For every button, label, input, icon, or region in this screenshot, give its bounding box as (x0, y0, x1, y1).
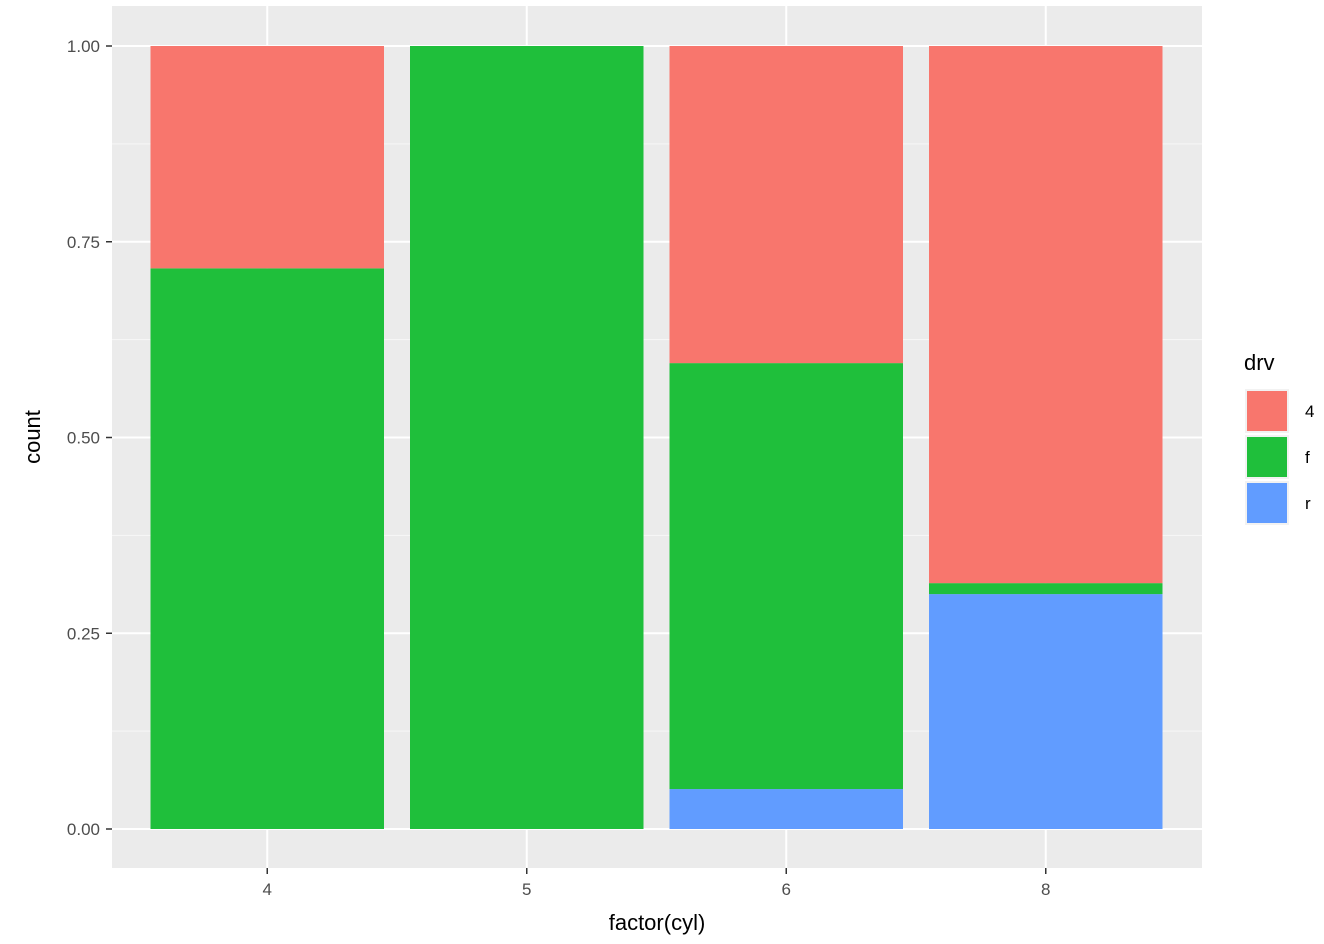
bar-6-4 (669, 46, 903, 364)
x-tick-label: 5 (522, 880, 531, 899)
legend-key-r (1247, 483, 1287, 523)
y-axis-title: count (20, 410, 45, 464)
x-axis: 4 5 6 8 (263, 868, 1050, 899)
bar-6-f (669, 363, 903, 790)
y-tick-label: 0.75 (67, 233, 100, 252)
y-axis: 0.00 0.25 0.50 0.75 1.00 (67, 37, 112, 839)
bar-6-r (669, 789, 903, 829)
legend-title: drv (1244, 350, 1275, 375)
y-tick-label: 0.25 (67, 624, 100, 643)
legend: drv 4 f r (1244, 350, 1314, 525)
bar-8-f (929, 583, 1163, 595)
bar-8-4 (929, 46, 1163, 584)
bar-5-f (410, 46, 644, 829)
x-axis-title: factor(cyl) (609, 910, 706, 935)
bar-4-4 (150, 46, 384, 269)
y-tick-label: 1.00 (67, 37, 100, 56)
legend-label-4: 4 (1305, 402, 1314, 421)
y-tick-label: 0.50 (67, 429, 100, 448)
bars (150, 46, 1163, 829)
legend-label-f: f (1305, 448, 1310, 467)
y-tick-label: 0.00 (67, 820, 100, 839)
legend-key-f (1247, 437, 1287, 477)
x-tick-label: 8 (1041, 880, 1050, 899)
x-tick-label: 4 (263, 880, 272, 899)
legend-key-4 (1247, 391, 1287, 431)
legend-label-r: r (1305, 494, 1311, 513)
bar-4-f (150, 268, 384, 829)
x-tick-label: 6 (782, 880, 791, 899)
bar-8-r (929, 594, 1163, 829)
